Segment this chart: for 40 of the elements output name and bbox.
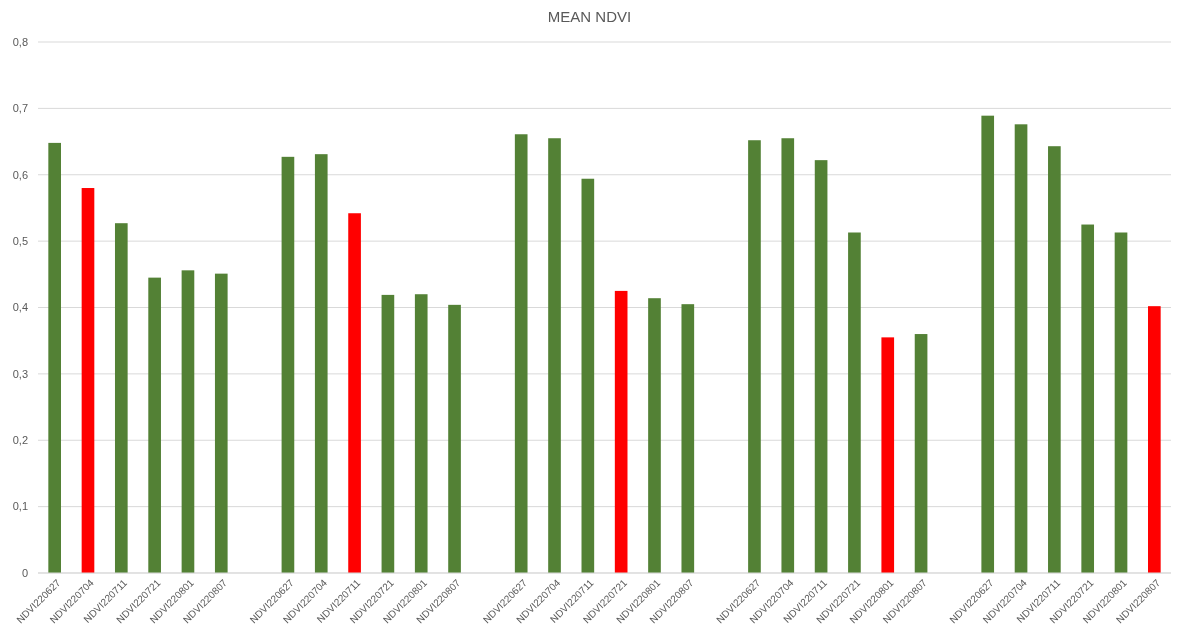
bar bbox=[881, 337, 895, 573]
bar bbox=[148, 277, 161, 573]
bar bbox=[48, 142, 61, 573]
bar bbox=[981, 115, 995, 573]
bar bbox=[448, 304, 461, 573]
y-tick-label: 0,3 bbox=[12, 367, 28, 380]
bar bbox=[1048, 146, 1061, 573]
y-tick-label: 0,7 bbox=[12, 102, 28, 115]
bar bbox=[514, 134, 528, 573]
y-tick-label: 0,6 bbox=[12, 168, 28, 181]
bar bbox=[381, 294, 395, 573]
bar bbox=[1114, 232, 1128, 573]
bar bbox=[581, 178, 595, 573]
bar bbox=[414, 294, 428, 573]
bar bbox=[181, 270, 195, 573]
bar bbox=[814, 160, 828, 573]
y-tick-label: 0,8 bbox=[12, 35, 28, 48]
bar bbox=[681, 304, 695, 573]
bar bbox=[214, 273, 228, 573]
chart-title: MEAN NDVI bbox=[547, 8, 632, 25]
bar bbox=[1081, 224, 1095, 573]
bar bbox=[314, 154, 328, 573]
bar bbox=[348, 213, 361, 573]
bar bbox=[614, 290, 628, 573]
y-tick-label: 0,1 bbox=[12, 500, 28, 513]
bar bbox=[914, 334, 928, 573]
y-tick-label: 0,2 bbox=[12, 434, 28, 447]
bar bbox=[748, 140, 761, 573]
bar bbox=[1148, 306, 1161, 573]
bar bbox=[1014, 124, 1028, 573]
bar bbox=[281, 156, 295, 573]
bar bbox=[781, 138, 795, 573]
bar bbox=[648, 298, 661, 573]
bar bbox=[114, 223, 128, 573]
bar bbox=[848, 232, 861, 573]
y-tick-label: 0 bbox=[21, 566, 28, 579]
y-tick-label: 0,4 bbox=[12, 301, 28, 314]
bar bbox=[81, 188, 95, 573]
bar bbox=[548, 138, 561, 573]
y-tick-label: 0,5 bbox=[12, 234, 28, 247]
